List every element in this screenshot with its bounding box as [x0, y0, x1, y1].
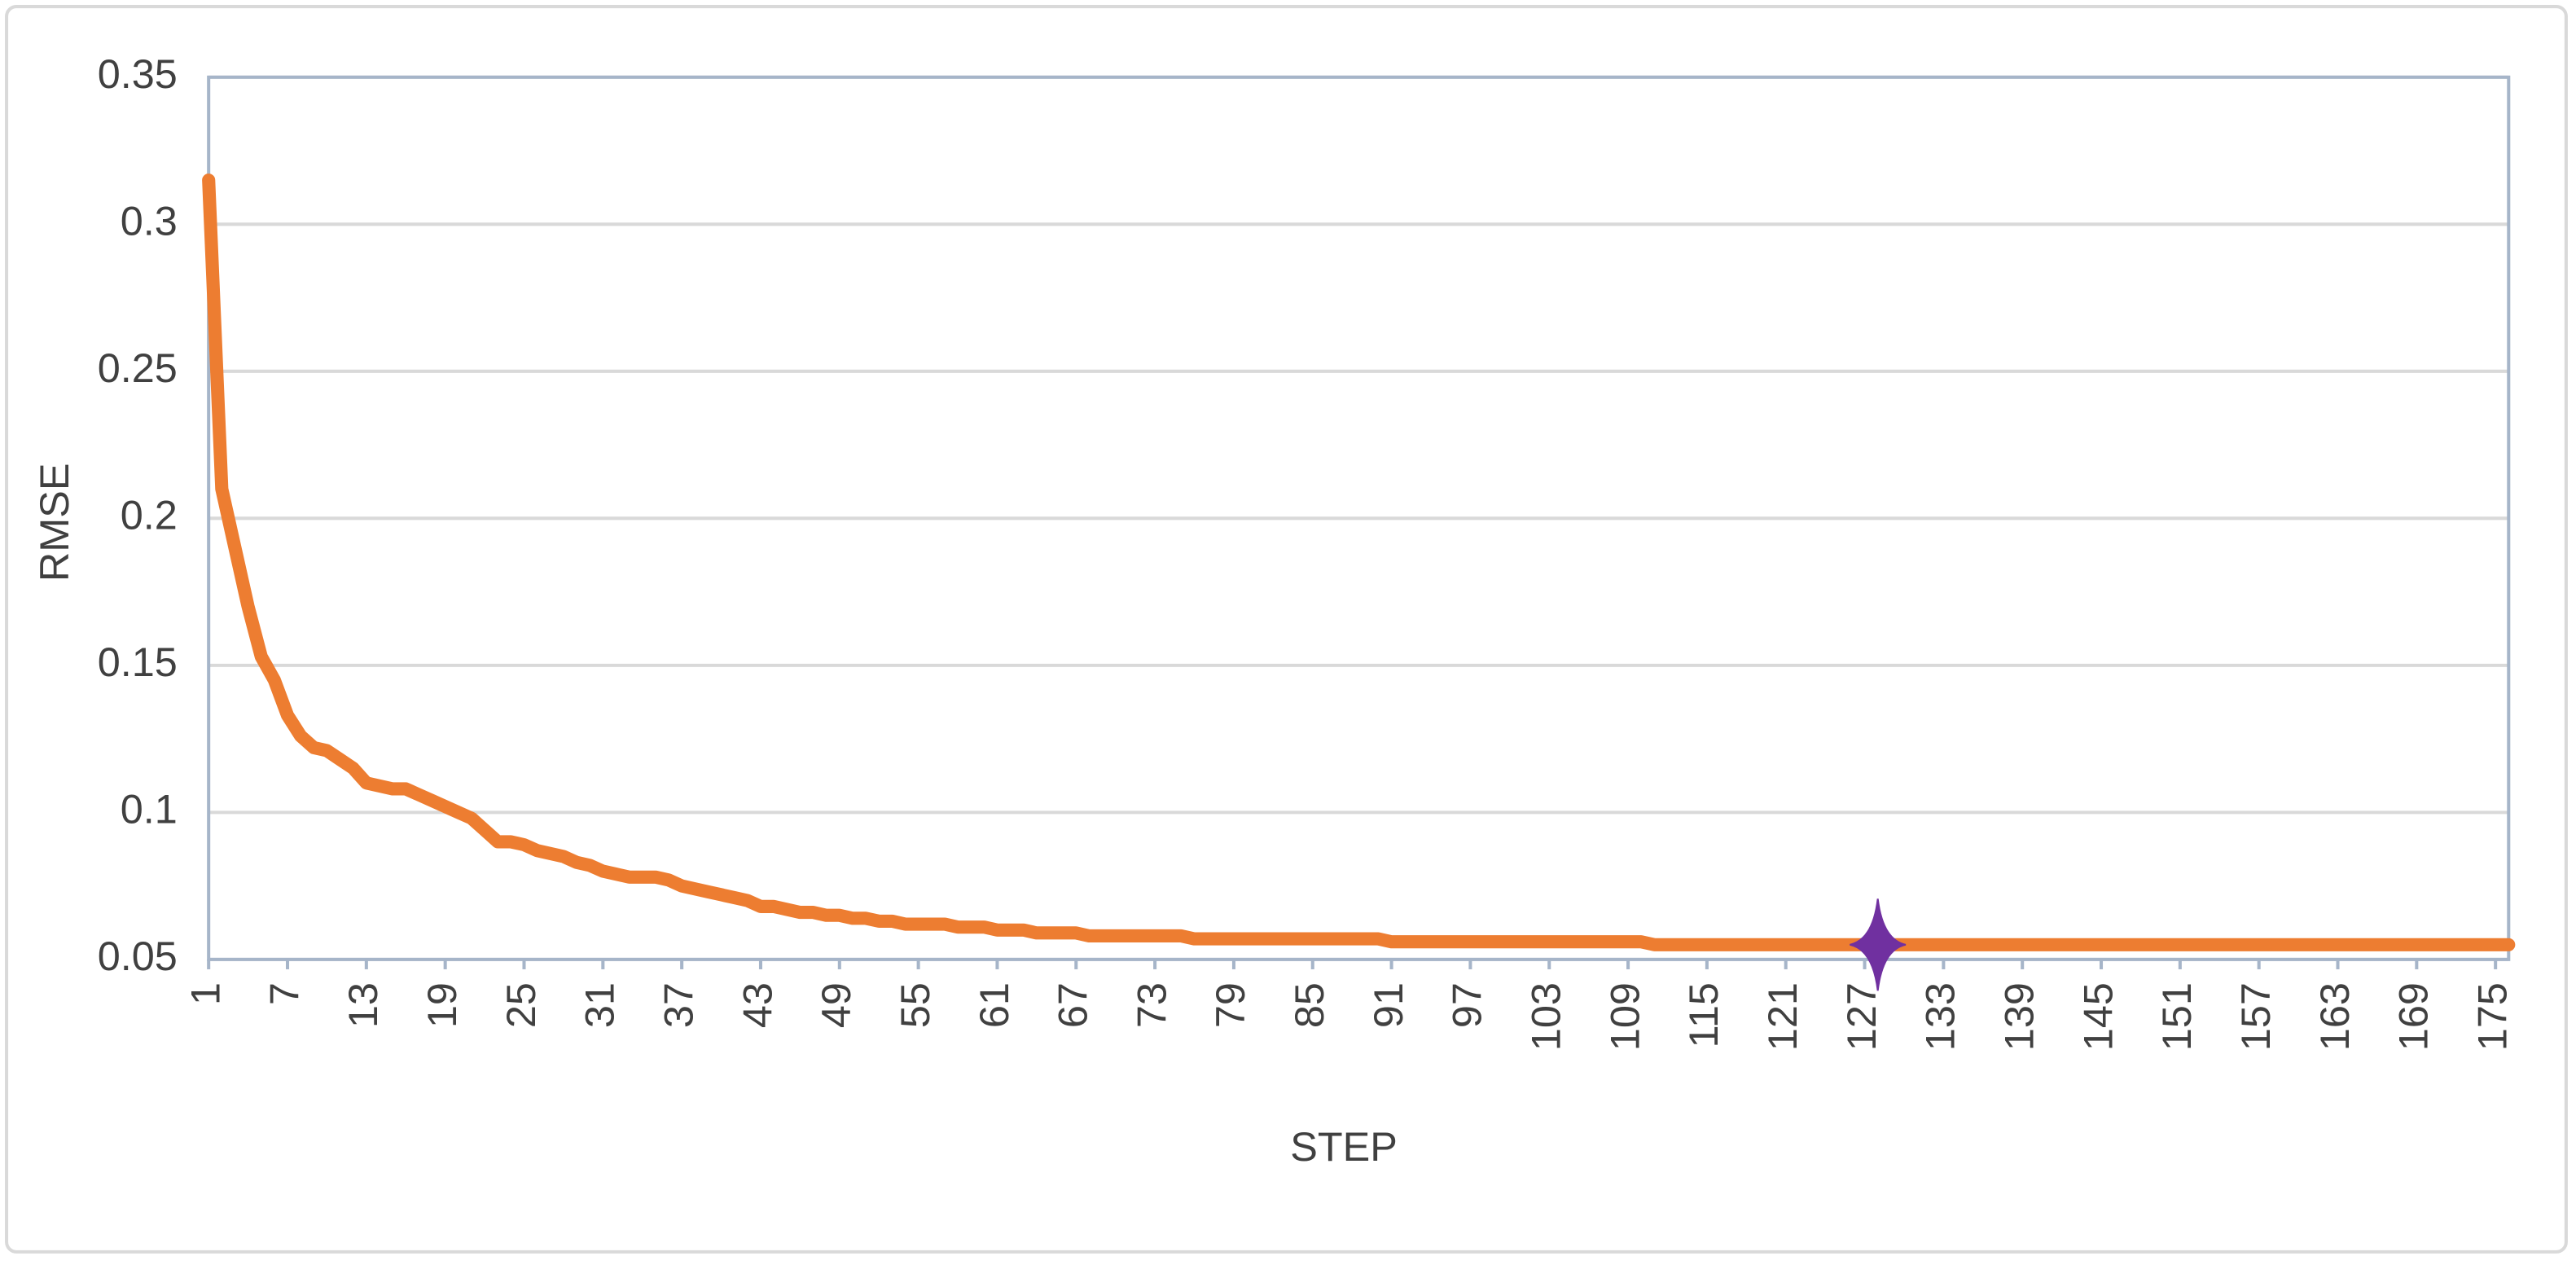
y-tick-label: 0.25: [98, 345, 178, 391]
x-tick-label: 61: [971, 982, 1017, 1028]
x-tick-label: 163: [2311, 982, 2358, 1051]
y-tick-label: 0.35: [98, 51, 178, 97]
y-tick-label: 0.3: [121, 198, 178, 244]
x-tick-label: 37: [655, 982, 701, 1028]
y-tick-label: 0.1: [121, 786, 178, 832]
x-tick-label: 151: [2153, 982, 2200, 1051]
x-tick-label: 31: [577, 982, 623, 1028]
x-tick-label: 133: [1917, 982, 1964, 1051]
x-tick-label: 97: [1444, 982, 1490, 1028]
x-tick-label: 1: [182, 982, 228, 1005]
x-tick-label: 91: [1365, 982, 1411, 1028]
data-line: [202, 173, 2516, 951]
x-tick-label: 73: [1128, 982, 1174, 1028]
x-tick-label: 79: [1207, 982, 1253, 1028]
y-tick-label: 0.15: [98, 639, 178, 685]
chart-frame: [5, 5, 2568, 1254]
x-tick-label: 49: [813, 982, 859, 1028]
x-tick-label: 175: [2468, 982, 2515, 1051]
x-tick-label: 25: [498, 982, 544, 1028]
y-axis-title: RMSE: [31, 463, 77, 582]
x-axis-title: STEP: [1290, 1123, 1398, 1170]
plot-area: [207, 75, 2511, 961]
highlight-marker: [1850, 898, 1907, 991]
x-tick-label: 55: [892, 982, 938, 1028]
x-tick-label: 109: [1601, 982, 1648, 1051]
marks: [202, 173, 2516, 991]
x-tick-label: 103: [1523, 982, 1569, 1051]
x-tick-label: 127: [1838, 982, 1885, 1051]
x-tick-label: 145: [2074, 982, 2121, 1051]
y-tick-label: 0.05: [98, 933, 178, 979]
x-tick-label: 19: [419, 982, 465, 1028]
x-tick-label: 43: [734, 982, 780, 1028]
y-tick-label: 0.2: [121, 492, 178, 538]
x-tick-label: 139: [1996, 982, 2043, 1051]
x-tick-label: 13: [340, 982, 386, 1028]
x-tick-label: 67: [1050, 982, 1096, 1028]
x-tick-label: 121: [1759, 982, 1806, 1051]
x-tick-label: 115: [1680, 982, 1727, 1048]
x-tick-label: 85: [1286, 982, 1332, 1028]
x-tick-label: 7: [261, 982, 307, 1005]
x-tick-label: 157: [2232, 982, 2279, 1051]
x-tick-label: 169: [2390, 982, 2437, 1051]
